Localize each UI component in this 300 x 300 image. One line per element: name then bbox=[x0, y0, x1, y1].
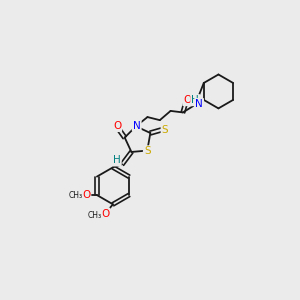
Text: N: N bbox=[195, 99, 203, 109]
Text: O: O bbox=[101, 208, 110, 219]
Text: S: S bbox=[144, 146, 151, 156]
Text: CH₃: CH₃ bbox=[87, 211, 101, 220]
Text: S: S bbox=[162, 125, 168, 135]
Text: O: O bbox=[69, 190, 76, 200]
Text: O: O bbox=[113, 121, 121, 131]
Text: H: H bbox=[113, 155, 121, 165]
Text: H: H bbox=[191, 95, 199, 105]
Text: N: N bbox=[133, 121, 141, 130]
Text: O: O bbox=[183, 95, 192, 105]
Text: O: O bbox=[82, 190, 90, 200]
Text: CH₃: CH₃ bbox=[68, 190, 83, 200]
